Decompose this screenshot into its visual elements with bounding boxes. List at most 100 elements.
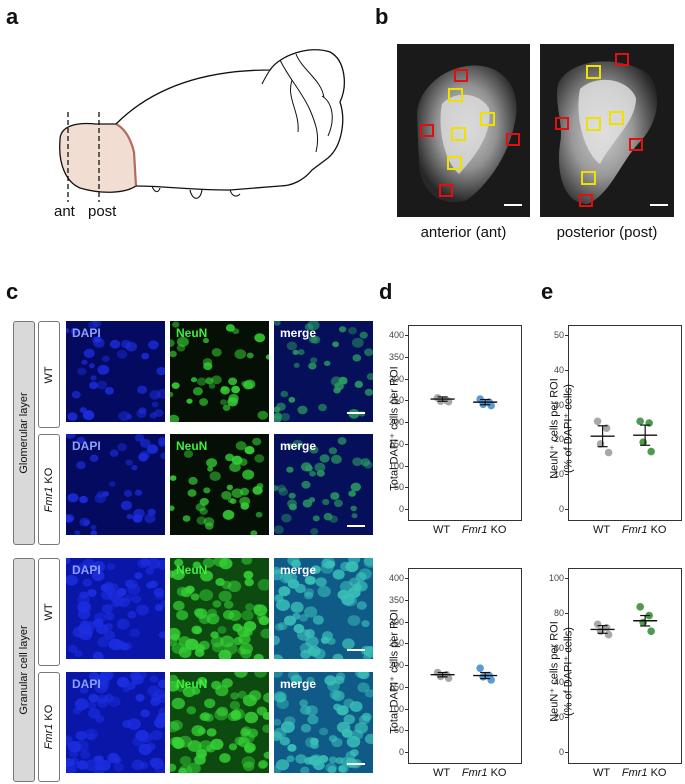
- brain-outline: [115, 49, 345, 191]
- y-tick-mark: [565, 439, 568, 441]
- plot-e-top: [568, 325, 682, 521]
- y-tick-label: 400: [388, 330, 404, 340]
- y-tick-label: 30: [553, 399, 564, 410]
- y-tick-label: 250: [388, 395, 404, 406]
- y-tick-label: 50: [393, 725, 404, 736]
- data-point: [476, 664, 484, 672]
- plot-area: [590, 603, 658, 639]
- y-tick-label: 60: [553, 642, 564, 653]
- y-axis-label: NeuN⁺ cells per ROI: [548, 378, 561, 479]
- y-tick-mark: [405, 708, 408, 710]
- panel-letter-d: d: [379, 279, 393, 304]
- y-tick-label: 0: [398, 504, 404, 514]
- plot-area: [430, 664, 498, 684]
- y-tick-mark: [405, 621, 408, 623]
- y-tick-label: 40: [553, 677, 564, 688]
- y-tick-mark: [405, 509, 408, 510]
- data-point: [479, 673, 487, 681]
- y-axis-label-secondary: (% of DAPI⁺ cells): [562, 627, 575, 716]
- micro-tile-neun: NeuN: [170, 672, 269, 773]
- data-point: [487, 401, 495, 410]
- data-point: [647, 447, 655, 456]
- y-axis-label: NeuN⁺ cells per ROI: [548, 621, 561, 722]
- y-tick-label: 20: [553, 434, 564, 445]
- y-tick-label: 0: [398, 747, 404, 757]
- panel-letter-c: c: [6, 279, 19, 304]
- brain-schematic: [59, 49, 345, 202]
- y-tick-label: 350: [388, 351, 404, 362]
- olfactory-bulb: [59, 122, 137, 193]
- y-tick-mark: [565, 682, 568, 684]
- y-axis-label-secondary: (% of DAPI⁺ cells): [562, 384, 575, 473]
- data-point: [444, 397, 453, 406]
- posterior-section-image: [540, 44, 674, 217]
- y-tick-label: 250: [388, 638, 404, 649]
- y-tick-mark: [405, 335, 408, 336]
- y-tick-mark: [405, 599, 408, 601]
- y-tick-label: 200: [388, 417, 404, 427]
- y-tick-mark: [405, 752, 408, 753]
- layer-label-glomerular: Glomerular layer: [13, 321, 35, 545]
- y-tick-mark: [565, 509, 568, 510]
- y-tick-mark: [565, 404, 568, 406]
- channel-label-merge: merge: [280, 439, 317, 453]
- y-tick-mark: [565, 647, 568, 649]
- micro-tile-neun: NeuN: [170, 434, 269, 535]
- x-tick-label: WT: [433, 767, 451, 779]
- anterior-section-image: [397, 44, 530, 217]
- y-tick-mark: [405, 356, 408, 358]
- plot-d-bottom: [408, 568, 522, 764]
- micro-tile-merge: merge: [274, 672, 373, 773]
- y-tick-mark: [405, 730, 408, 732]
- y-tick-mark: [405, 422, 408, 423]
- micro-tile-merge: merge: [274, 434, 373, 535]
- y-tick-mark: [565, 474, 568, 476]
- genotype-label-wt-bottom: WT: [38, 558, 60, 666]
- y-tick-mark: [565, 612, 568, 614]
- genotype-label-ko-top: Fmr1 KO: [38, 434, 60, 545]
- y-axis-label: Total DAPI⁺ cells per ROI: [388, 609, 401, 734]
- y-tick-label: 400: [388, 573, 404, 583]
- data-point: [639, 618, 647, 627]
- y-tick-label: 0: [558, 747, 564, 757]
- micro-tile-dapi: DAPI: [66, 558, 165, 659]
- channel-label-merge: merge: [280, 326, 317, 340]
- genotype-label-ko-bottom: Fmr1 KO: [38, 672, 60, 782]
- caption-posterior: posterior (post): [556, 224, 658, 241]
- scale-bar: [347, 763, 365, 765]
- data-point: [593, 417, 602, 426]
- x-tick-label: WT: [593, 524, 611, 536]
- y-tick-label: 100: [388, 703, 404, 714]
- channel-label-neun: NeuN: [176, 326, 208, 340]
- x-tick-label: Fmr1 KO: [461, 767, 507, 779]
- y-tick-label: 50: [393, 482, 404, 493]
- y-tick-mark: [405, 443, 408, 445]
- caption-anterior: anterior (ant): [420, 224, 507, 241]
- channel-label-merge: merge: [280, 563, 317, 577]
- data-point: [647, 627, 655, 635]
- cerebellum-folia: [279, 53, 333, 153]
- y-tick-label: 50: [553, 330, 564, 340]
- data-point: [636, 417, 644, 426]
- y-tick-mark: [565, 578, 568, 579]
- micro-tile-dapi: DAPI: [66, 434, 165, 535]
- panel-letter-a: a: [6, 4, 19, 29]
- label-ant: ant: [54, 203, 75, 220]
- channel-label-dapi: DAPI: [72, 326, 101, 340]
- x-tick-label: Fmr1 KO: [621, 767, 667, 779]
- data-point: [487, 676, 495, 684]
- y-tick-label: 150: [388, 681, 404, 692]
- y-tick-label: 100: [388, 460, 404, 471]
- micro-tile-merge: merge: [274, 321, 373, 422]
- y-tick-mark: [565, 717, 568, 719]
- y-tick-label: 80: [553, 607, 564, 618]
- x-tick-label: WT: [593, 767, 611, 779]
- scale-bar: [347, 649, 365, 651]
- micro-tile-merge: merge: [274, 558, 373, 659]
- micro-tile-neun: NeuN: [170, 321, 269, 422]
- y-tick-mark: [565, 752, 568, 753]
- genotype-label-wt-top: WT: [38, 321, 60, 428]
- data-point: [604, 630, 613, 639]
- plot-area: [590, 417, 658, 457]
- plot-d-top: [408, 325, 522, 521]
